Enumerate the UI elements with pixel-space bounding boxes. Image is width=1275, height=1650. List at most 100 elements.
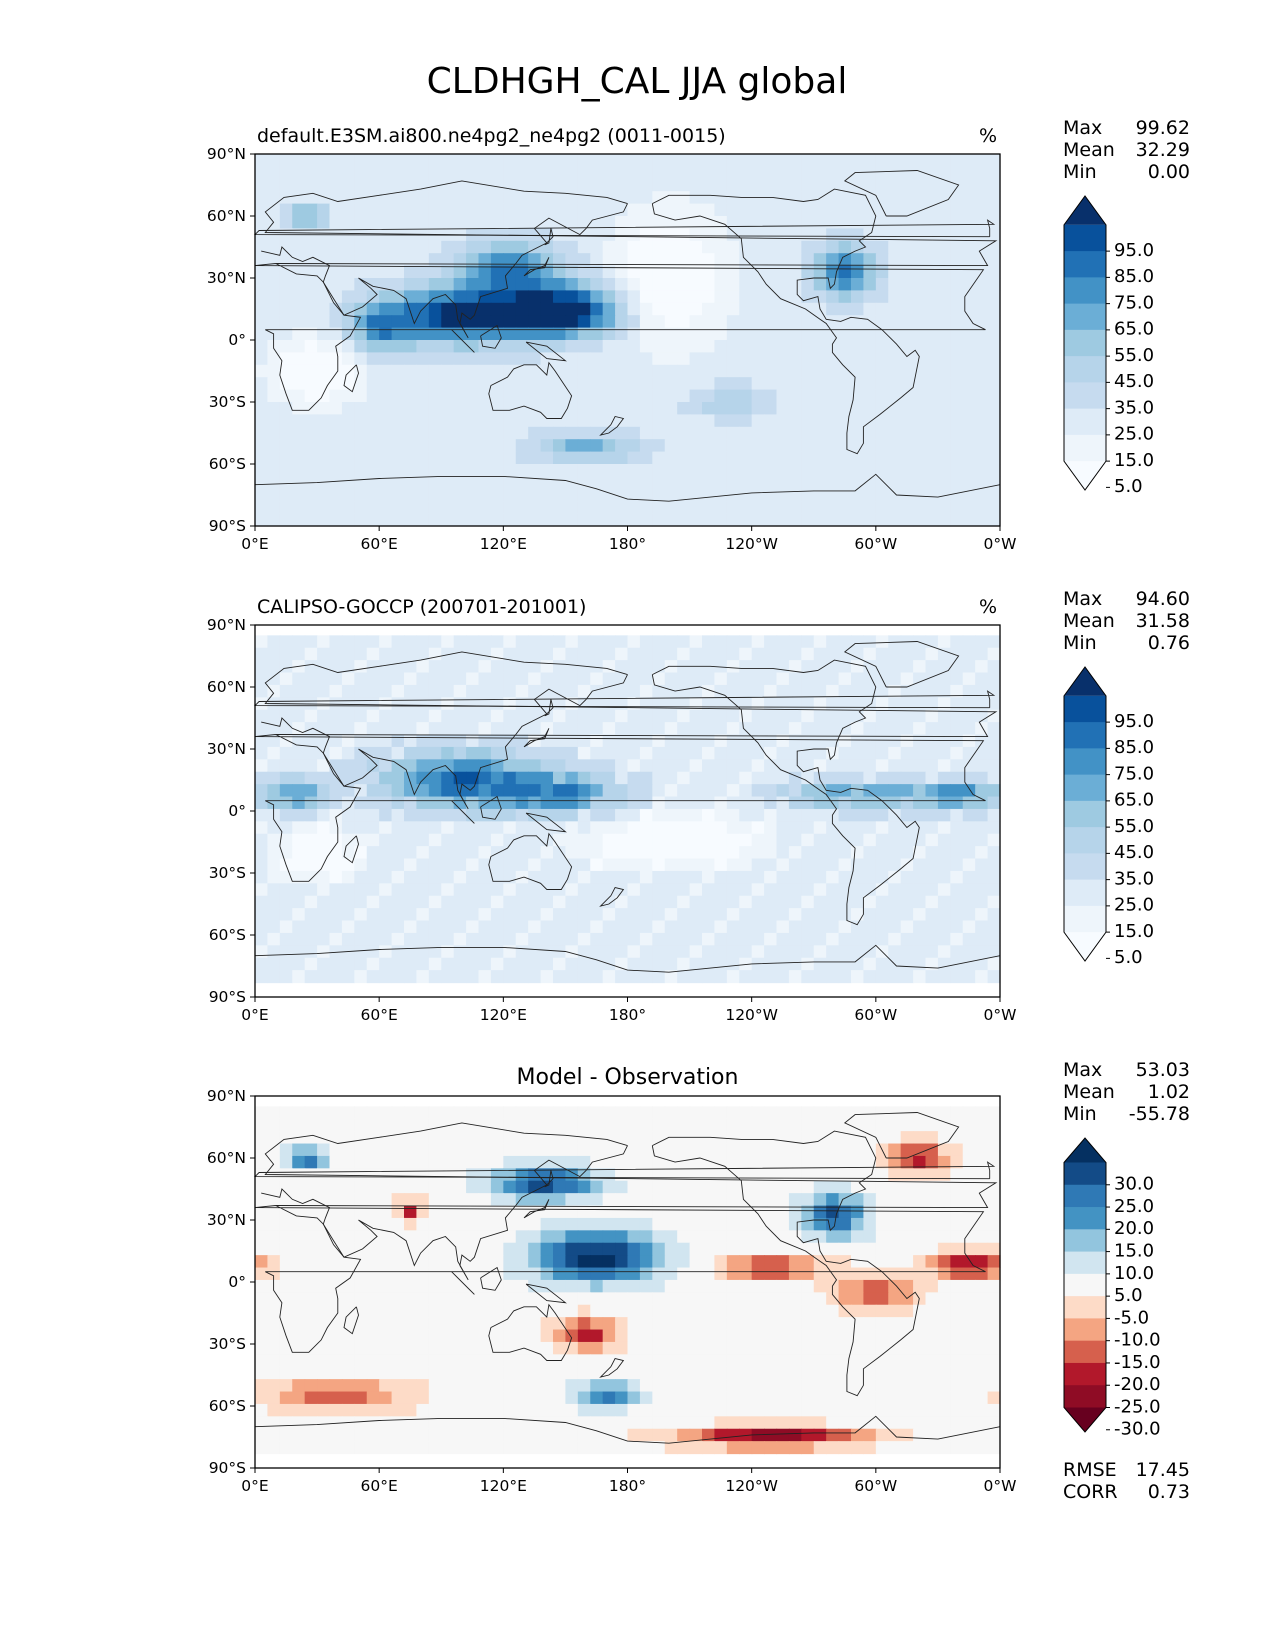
lat-tick-label: 30°S [209, 1335, 246, 1353]
panel-obs: 90°N 60°N 30°N 0° 30°S 60°S 90°S0°E 60°E 120°E 18… [207, 588, 1190, 1024]
lon-tick-label: 120°W [725, 1477, 778, 1495]
lon-tick-label: 0°E [241, 1006, 268, 1024]
panel-units: % [979, 596, 997, 618]
colorbar: 30.025.020.015.010.05.0-5.0-10.0-15.0-20… [1063, 1137, 1161, 1440]
stat-label: CORR [1063, 1481, 1118, 1503]
lat-tick-label: 0° [228, 802, 246, 820]
colorbar-label: 75.0 [1114, 292, 1154, 313]
colorbar-label: 95.0 [1114, 711, 1154, 732]
lat-tick-label: 90°N [207, 145, 246, 163]
lon-tick-label: 60°E [361, 1477, 398, 1495]
lon-tick-label: 60°W [854, 1006, 897, 1024]
colorbar-label: 25.0 [1114, 424, 1154, 445]
coastlines [253, 170, 1001, 502]
lat-tick-label: 30°N [207, 1211, 246, 1229]
panel-units: % [979, 125, 997, 147]
lat-tick-label: 30°S [209, 864, 246, 882]
lon-tick-label: 120°W [725, 1006, 778, 1024]
stat-value: 0.76 [1148, 632, 1190, 654]
lat-tick-label: 30°N [207, 269, 246, 287]
lon-tick-label: 60°E [361, 1006, 398, 1024]
stat-label: Min [1063, 161, 1097, 183]
lat-tick-label: 60°S [209, 455, 246, 473]
lon-tick-label: 120°E [480, 1006, 527, 1024]
colorbar-label: 85.0 [1114, 737, 1154, 758]
lon-tick-label: 120°E [480, 535, 527, 553]
colorbar-label: 45.0 [1114, 371, 1154, 392]
lon-tick-label: 0°E [241, 535, 268, 553]
colorbar-label: 5.0 [1114, 476, 1143, 497]
stat-value: 17.45 [1136, 1459, 1190, 1481]
colorbar-label: 5.0 [1114, 1285, 1143, 1306]
lat-tick-label: 30°S [209, 393, 246, 411]
colorbar-label: 65.0 [1114, 790, 1154, 811]
stat-label: Min [1063, 1103, 1097, 1125]
lat-tick-label: 0° [228, 1273, 246, 1291]
panel-title: CALIPSO-GOCCP (200701-201001) [257, 596, 586, 618]
lon-tick-label: 180° [609, 1006, 646, 1024]
lon-tick-label: 180° [609, 535, 646, 553]
stat-value: 31.58 [1136, 610, 1190, 632]
colorbar-label: 30.0 [1114, 1174, 1154, 1195]
stat-value: 99.62 [1136, 117, 1190, 139]
panel-model: 90°N 60°N 30°N 0° 30°S 60°S 90°S0°E 60°E 120°E 18… [207, 117, 1190, 553]
colorbar-label: 15.0 [1114, 450, 1154, 471]
lat-tick-label: 90°S [209, 988, 246, 1006]
figure-title: CLDHGH_CAL JJA global [427, 61, 848, 102]
lon-tick-label: 60°E [361, 535, 398, 553]
stat-label: Max [1063, 588, 1102, 610]
stat-value: 94.60 [1136, 588, 1190, 610]
colorbar-label: -20.0 [1114, 1374, 1161, 1395]
colorbar-label: 25.0 [1114, 1196, 1154, 1217]
lon-tick-label: 60°W [854, 535, 897, 553]
colorbar-label: 15.0 [1114, 1240, 1154, 1261]
lat-tick-label: 90°S [209, 517, 246, 535]
stat-label: Min [1063, 632, 1097, 654]
lon-tick-label: 60°W [854, 1477, 897, 1495]
colorbar: 95.0 85.0 75.0 65.0 55.0 45.0 35.0 25.0 15.0 5.0 [1063, 195, 1154, 497]
lat-tick-label: 60°N [207, 207, 246, 225]
colorbar-label: 85.0 [1114, 266, 1154, 287]
lat-tick-label: 90°S [209, 1459, 246, 1477]
stat-value: -55.78 [1129, 1103, 1190, 1125]
colorbar-label: 45.0 [1114, 842, 1154, 863]
lon-tick-label: 0°E [241, 1477, 268, 1495]
stat-value: 1.02 [1148, 1081, 1190, 1103]
colorbar-label: 75.0 [1114, 763, 1154, 784]
colorbar-label: 20.0 [1114, 1218, 1154, 1239]
stat-value: 0.00 [1148, 161, 1190, 183]
colorbar-label: 55.0 [1114, 816, 1154, 837]
colorbar-label: 15.0 [1114, 921, 1154, 942]
lon-tick-label: 0°W [984, 1006, 1017, 1024]
stat-label: Mean [1063, 1081, 1115, 1103]
stat-label: Mean [1063, 610, 1115, 632]
colorbar-label: 95.0 [1114, 240, 1154, 261]
stat-label: RMSE [1063, 1459, 1117, 1481]
colorbar-label: -30.0 [1114, 1419, 1161, 1440]
colorbar-label: 5.0 [1114, 947, 1143, 968]
lon-tick-label: 180° [609, 1477, 646, 1495]
lat-tick-label: 90°N [207, 1087, 246, 1105]
colorbar-label: 25.0 [1114, 895, 1154, 916]
stat-value: 53.03 [1136, 1059, 1190, 1081]
stat-label: Mean [1063, 139, 1115, 161]
colorbar-label: 35.0 [1114, 868, 1154, 889]
colorbar-label: 10.0 [1114, 1263, 1154, 1284]
map-field-obs [255, 635, 1001, 984]
lat-tick-label: 30°N [207, 740, 246, 758]
panel-title: default.E3SM.ai800.ne4pg2_ne4pg2 (0011-0… [257, 125, 726, 147]
stat-value: 0.73 [1148, 1481, 1190, 1503]
colorbar-label: -15.0 [1114, 1352, 1161, 1373]
panel-diff: 90°N 60°N 30°N 0° 30°S 60°S 90°S0°E 60°E 120°E 18… [207, 1059, 1190, 1503]
lat-tick-label: 60°N [207, 678, 246, 696]
stat-value: 32.29 [1136, 139, 1190, 161]
lon-tick-label: 0°W [984, 535, 1017, 553]
colorbar-label: -10.0 [1114, 1330, 1161, 1351]
panel-title: Model - Observation [517, 1065, 739, 1090]
map-field-diff [255, 1106, 1001, 1455]
lon-tick-label: 120°E [480, 1477, 527, 1495]
lat-tick-label: 60°N [207, 1149, 246, 1167]
colorbar-label: 65.0 [1114, 319, 1154, 340]
colorbar-label: -25.0 [1114, 1396, 1161, 1417]
